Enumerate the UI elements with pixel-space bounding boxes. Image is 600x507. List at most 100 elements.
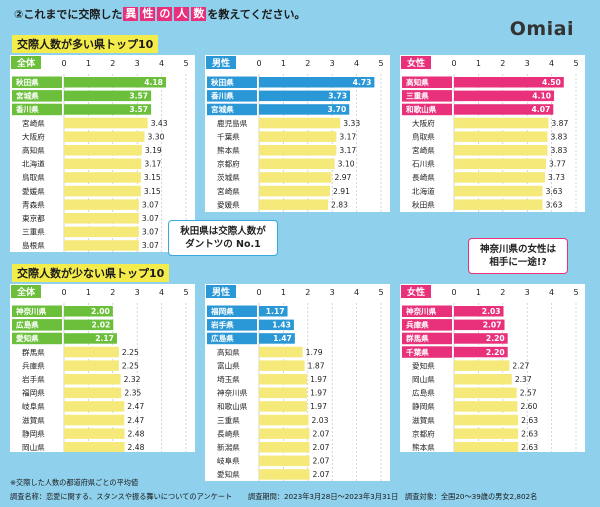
data-label: 2.47 bbox=[127, 402, 144, 411]
bar bbox=[64, 185, 141, 197]
data-label: 1.97 bbox=[310, 375, 327, 384]
category-label: 兵庫県 bbox=[406, 320, 429, 330]
bar bbox=[259, 442, 310, 453]
category-label: 岩手県 bbox=[210, 320, 234, 330]
category-label: 福岡県 bbox=[210, 306, 234, 316]
category-label: 和歌山県 bbox=[217, 401, 248, 411]
category-label: 宮崎県 bbox=[217, 186, 240, 196]
chart-panel-male-top: 男性 0 1 2 3 4 5 秋田県 4.73 香川県 3.73 宮城県 3.70 鹿児島県 3.33 千葉県… bbox=[205, 55, 390, 212]
bar-chart: 女性 0 1 2 3 4 5 神奈川県 2.03 兵庫県 2.07 群馬県 2.20 千葉県 2.20 愛知県… bbox=[401, 285, 579, 452]
category-label: 宮城県 bbox=[211, 104, 234, 114]
category-label: 和歌山県 bbox=[405, 104, 437, 114]
bar bbox=[454, 428, 519, 439]
data-label: 3.10 bbox=[338, 160, 355, 169]
data-label: 4.10 bbox=[532, 92, 551, 101]
tick-label: 1 bbox=[86, 59, 91, 68]
category-highlight bbox=[402, 332, 452, 345]
bar bbox=[259, 346, 303, 358]
group-label: 女性 bbox=[407, 286, 425, 298]
data-label: 3.73 bbox=[548, 173, 565, 182]
bar bbox=[259, 172, 332, 183]
bubble-text: ダントツの No.1 bbox=[185, 239, 261, 250]
bar bbox=[454, 185, 543, 197]
bar bbox=[454, 131, 548, 142]
tick-label: 5 bbox=[378, 288, 383, 297]
category-label: 岐阜県 bbox=[22, 401, 45, 411]
category-label: 宮崎県 bbox=[412, 145, 435, 155]
bar-chart: 全体 0 1 2 3 4 5 秋田県 4.18 宮城県 3.57 香川県 3.57 宮崎県 3.43 大阪府 3… bbox=[11, 56, 189, 252]
data-label: 1.79 bbox=[306, 348, 323, 357]
bar bbox=[64, 428, 125, 439]
data-label: 2.60 bbox=[520, 402, 537, 411]
bar bbox=[259, 117, 341, 129]
bar bbox=[454, 306, 504, 317]
tick-label: 4 bbox=[549, 59, 554, 68]
category-highlight bbox=[12, 332, 62, 345]
data-label: 3.07 bbox=[142, 200, 159, 209]
category-label: 神奈川県 bbox=[406, 306, 437, 316]
category-label: 千葉県 bbox=[406, 347, 429, 357]
data-label: 2.48 bbox=[128, 443, 145, 452]
bar bbox=[454, 158, 546, 170]
category-label: 熊本県 bbox=[217, 145, 240, 155]
bar bbox=[64, 90, 152, 102]
bar bbox=[259, 199, 329, 210]
category-label: 長崎県 bbox=[217, 428, 240, 438]
category-label: 長崎県 bbox=[412, 172, 435, 182]
bar bbox=[454, 145, 548, 156]
tick-label: 0 bbox=[61, 288, 66, 297]
bar bbox=[454, 90, 555, 102]
bar bbox=[259, 158, 335, 170]
data-label: 3.17 bbox=[339, 132, 356, 141]
bar bbox=[454, 360, 510, 371]
data-label: 3.07 bbox=[142, 241, 159, 250]
data-label: 3.73 bbox=[328, 92, 347, 101]
tick-label: 0 bbox=[61, 59, 66, 68]
data-label: 2.57 bbox=[520, 389, 537, 398]
category-label: 熊本県 bbox=[412, 442, 435, 452]
bubble-text: 秋田県は交際人数が bbox=[180, 226, 266, 237]
bar bbox=[259, 428, 310, 439]
bar bbox=[454, 414, 519, 426]
category-label: 三重県 bbox=[406, 91, 429, 101]
category-label: 北海道 bbox=[412, 186, 435, 196]
category-label: 神奈川県 bbox=[16, 306, 47, 316]
category-label: 鳥取県 bbox=[412, 131, 435, 141]
bar bbox=[259, 77, 375, 88]
category-label: 大阪府 bbox=[412, 118, 435, 128]
survey-target: 調査対象：全国20～39歳の男女2,802名 bbox=[405, 492, 538, 501]
bar bbox=[64, 145, 142, 156]
data-label: 2.47 bbox=[127, 416, 144, 425]
bar bbox=[259, 333, 295, 344]
bar bbox=[454, 319, 505, 331]
data-label: 2.63 bbox=[521, 443, 538, 452]
data-label: 3.77 bbox=[549, 160, 566, 169]
bar bbox=[454, 172, 546, 183]
bar bbox=[454, 374, 512, 385]
data-label: 3.63 bbox=[546, 187, 563, 196]
category-highlight bbox=[402, 76, 452, 88]
data-label: 3.15 bbox=[144, 187, 161, 196]
data-label: 1.97 bbox=[310, 402, 327, 411]
category-label: 京都府 bbox=[412, 428, 435, 438]
data-label: 3.83 bbox=[550, 146, 567, 155]
category-label: 群馬県 bbox=[22, 347, 45, 357]
bar bbox=[259, 360, 305, 371]
speech-bubble-kanagawa: 神奈川県の女性は 相手に一途!? bbox=[468, 238, 568, 274]
tick-label: 5 bbox=[573, 59, 578, 68]
bar bbox=[454, 346, 508, 358]
bar bbox=[64, 374, 121, 385]
category-label: 宮城県 bbox=[16, 91, 39, 101]
tick-label: 2 bbox=[110, 288, 115, 297]
bar bbox=[454, 333, 508, 344]
tick-label: 4 bbox=[159, 288, 164, 297]
bar bbox=[259, 145, 337, 156]
category-label: 兵庫県 bbox=[22, 360, 45, 370]
data-label: 4.73 bbox=[353, 78, 372, 87]
bar-chart: 女性 0 1 2 3 4 5 高知県 4.50 三重県 4.10 和歌山県 4.07 大阪府 3.87 鳥取県… bbox=[401, 56, 579, 212]
tick-label: 2 bbox=[110, 59, 115, 68]
bar bbox=[64, 401, 125, 412]
category-highlight bbox=[207, 332, 257, 345]
data-label: 4.18 bbox=[144, 78, 163, 87]
group-label: 全体 bbox=[16, 57, 36, 69]
